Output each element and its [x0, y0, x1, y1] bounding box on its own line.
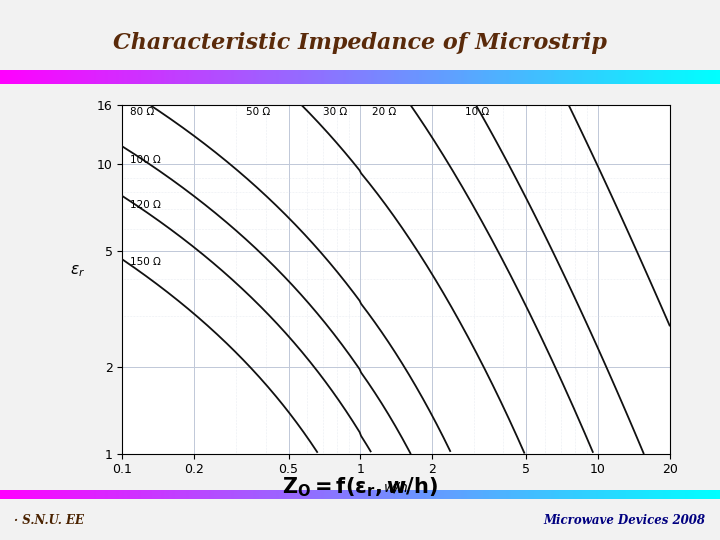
Text: Characteristic Impedance of Microstrip: Characteristic Impedance of Microstrip [113, 32, 607, 54]
Text: 50 Ω: 50 Ω [246, 107, 270, 117]
Text: 150 Ω: 150 Ω [130, 256, 161, 267]
Text: Microwave Devices 2008: Microwave Devices 2008 [544, 514, 706, 526]
Text: $\mathbf{Z_O = f(\varepsilon_r, w/h)}$: $\mathbf{Z_O = f(\varepsilon_r, w/h)}$ [282, 475, 438, 499]
Text: · S.N.U. EE: · S.N.U. EE [14, 514, 84, 526]
Text: 80 Ω: 80 Ω [130, 107, 155, 117]
X-axis label: w/h: w/h [384, 481, 408, 495]
Text: 100 Ω: 100 Ω [130, 154, 161, 165]
Text: 20 Ω: 20 Ω [372, 107, 396, 117]
Text: 120 Ω: 120 Ω [130, 200, 161, 211]
Y-axis label: $\varepsilon_r$: $\varepsilon_r$ [70, 264, 85, 279]
Text: 30 Ω: 30 Ω [323, 107, 348, 117]
Text: 10 Ω: 10 Ω [464, 107, 489, 117]
